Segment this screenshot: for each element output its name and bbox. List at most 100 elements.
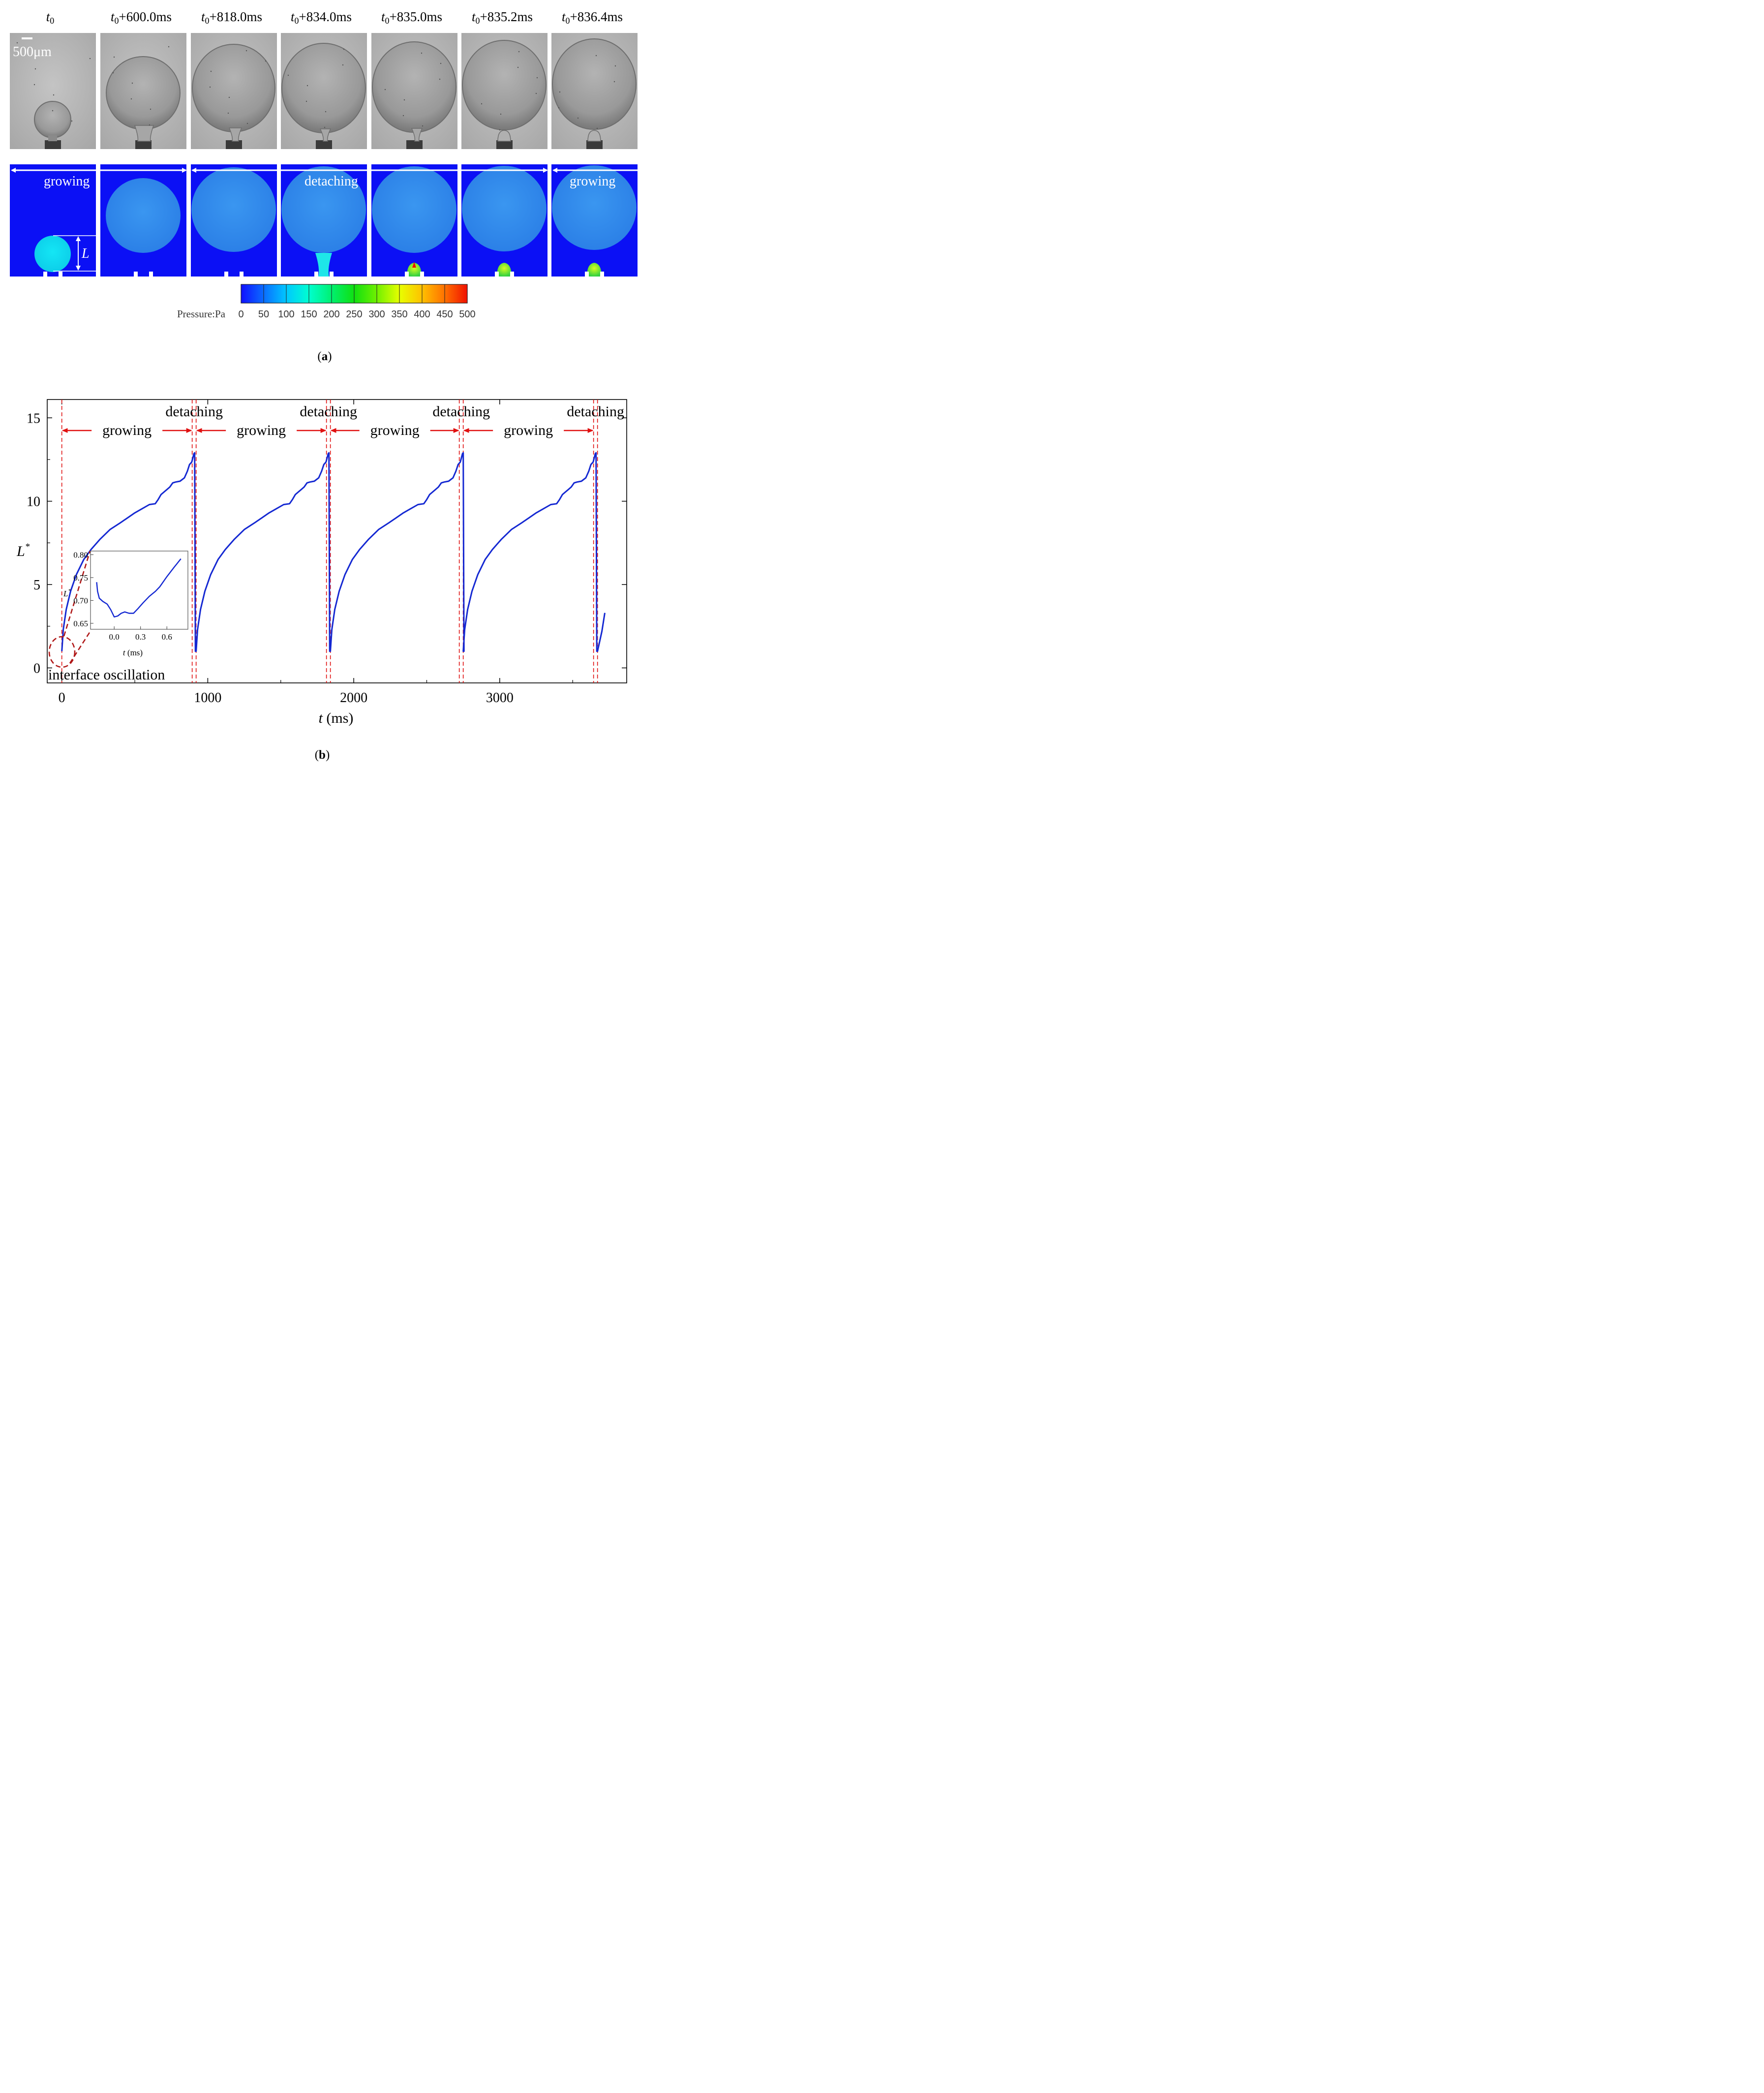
y-tick-label: 15	[27, 411, 40, 426]
sim-frame-3	[281, 164, 367, 277]
frame-title-sub: 0	[295, 16, 299, 26]
colorbar-title: Pressure:Pa	[177, 308, 226, 320]
frame-title-time: +836.4ms	[570, 9, 623, 24]
colorbar-segment	[241, 284, 264, 303]
colorbar-segment	[445, 284, 468, 303]
colorbar-segment	[399, 284, 423, 303]
sim-frame-4	[371, 164, 457, 277]
sim-frame-6	[551, 164, 638, 277]
x-axis: 0 1000 2000 3000	[59, 400, 573, 706]
frame-titles: t0 t0+600.0ms t0+818.0ms t0+834.0ms t0+835.0…	[46, 9, 623, 26]
growing-label: growing	[237, 422, 286, 438]
colorbar-segment	[422, 284, 445, 303]
colorbar-segment	[309, 284, 332, 303]
inset-x-label: t (ms)	[123, 648, 143, 657]
growing-label: growing	[370, 422, 420, 438]
photo-frame-1	[100, 33, 186, 149]
inset-y-label: L*	[63, 588, 71, 598]
frame-title-var: t	[472, 9, 476, 24]
colorbar-tick: 350	[391, 309, 407, 320]
detaching-label: detaching	[165, 403, 223, 420]
frame-title-1: t0+600.0ms	[111, 9, 172, 26]
frame-title-sub: 0	[50, 16, 54, 26]
inset-x-tick-label: 0.6	[162, 632, 172, 642]
panel-label-a: (a)	[317, 350, 332, 363]
y-tick-label: 10	[27, 494, 40, 510]
growing-label: growing	[102, 422, 152, 438]
frame-title-sub: 0	[115, 16, 119, 26]
x-axis-label-var: t	[319, 710, 323, 726]
sim-label-growing-1: growing	[44, 174, 90, 189]
sim-frame-1	[100, 164, 186, 277]
frame-title-sub: 0	[566, 16, 570, 26]
photo-frame-6	[551, 33, 638, 149]
inset-x-label-unit: (ms)	[125, 648, 143, 657]
x-tick-label: 1000	[194, 690, 221, 706]
inset-y-label-var: L	[63, 589, 68, 598]
frame-title-var: t	[46, 9, 51, 24]
photo-frame-0	[10, 33, 96, 149]
y-axis-label-sup: *	[25, 542, 30, 552]
inset-x-label-var: t	[123, 648, 126, 657]
length-dimension: L	[53, 235, 97, 272]
panel-label-b-letter: b	[319, 748, 326, 762]
pressure-colorbar	[241, 284, 468, 304]
y-axis-label: L*	[16, 542, 30, 559]
colorbar-tick: 500	[459, 309, 475, 320]
inset-y-tick-label: 0.75	[73, 573, 88, 583]
photo-frame-2	[191, 33, 277, 149]
frame-title-6: t0+836.4ms	[562, 9, 623, 26]
colorbar-segment	[286, 284, 309, 303]
detaching-label: detaching	[300, 403, 357, 420]
frame-title-sub: 0	[385, 16, 390, 26]
panel-label-a-letter: a	[322, 350, 328, 363]
colorbar-tick: 250	[346, 309, 362, 320]
simulation-row	[10, 164, 638, 277]
frame-title-var: t	[562, 9, 566, 24]
frame-title-var: t	[291, 9, 295, 24]
inset-x-tick-label: 0.0	[109, 632, 120, 642]
inset-y-label-sup: *	[68, 588, 71, 594]
colorbar-tick: 400	[414, 309, 430, 320]
sim-frame-0	[10, 164, 96, 277]
colorbar-tick: 0	[238, 309, 243, 320]
x-tick-label: 0	[59, 690, 65, 706]
y-axis: 0 5 10 15	[27, 411, 627, 677]
colorbar-tick: 150	[301, 309, 317, 320]
inset-chart: 0.0 0.3 0.6 0.65 0.70 0.75 0.80 t (ms) L*	[63, 550, 188, 657]
sim-label-detaching: detaching	[304, 174, 358, 189]
phase-annotations: growing growing growing growing detaching det…	[61, 403, 624, 438]
y-tick-label: 0	[33, 661, 40, 677]
colorbar-tick: 50	[258, 309, 269, 320]
series-line-L-star	[61, 452, 606, 652]
growing-label: growing	[504, 422, 553, 438]
colorbar-tick: 100	[278, 309, 294, 320]
frame-title-var: t	[111, 9, 115, 24]
frame-title-var: t	[381, 9, 386, 24]
detaching-label: detaching	[432, 403, 490, 420]
frame-title-0: t0	[46, 9, 55, 26]
frame-title-sub: 0	[476, 16, 480, 26]
colorbar-segment	[332, 284, 355, 303]
photo-frame-4	[371, 33, 457, 149]
frame-title-sub: 0	[205, 16, 210, 26]
colorbar-tick: 300	[368, 309, 385, 320]
frame-title-var: t	[201, 9, 206, 24]
scale-bar: 500μm	[13, 37, 52, 60]
inset-frame	[90, 551, 188, 630]
x-tick-label: 2000	[340, 690, 367, 706]
y-tick-label: 5	[33, 578, 40, 593]
sim-frame-5	[461, 164, 547, 277]
sim-label-growing-2: growing	[570, 174, 615, 189]
x-tick-label: 3000	[486, 690, 514, 706]
frame-title-2: t0+818.0ms	[201, 9, 262, 26]
detach-markers	[61, 400, 598, 683]
inset-x-axis: 0.0 0.3 0.6	[109, 626, 172, 642]
frame-title-time: +835.2ms	[480, 9, 533, 24]
inset-y-tick-label: 0.70	[73, 596, 88, 605]
colorbar-segment	[377, 284, 400, 303]
frame-title-time: +818.0ms	[210, 9, 263, 24]
x-axis-label-unit: (ms)	[323, 710, 354, 726]
photo-row	[10, 33, 638, 149]
